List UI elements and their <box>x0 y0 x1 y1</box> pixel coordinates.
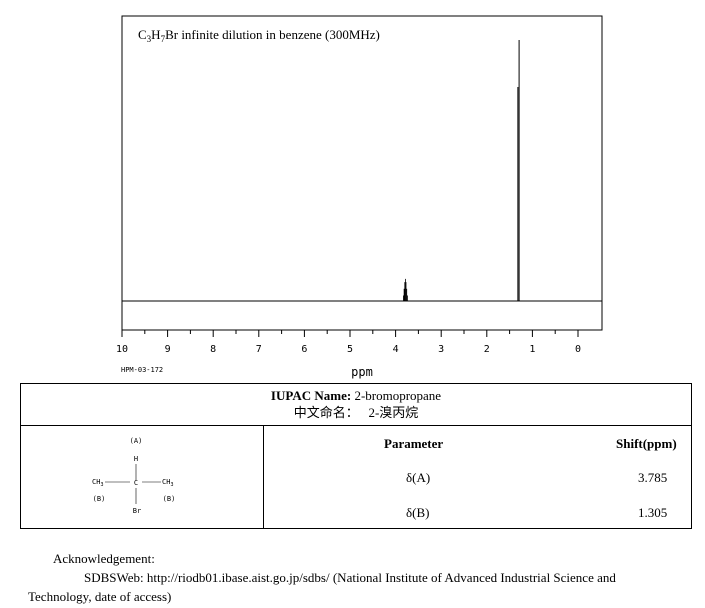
shift-row-b: 1.305 <box>638 505 668 520</box>
x-axis-tick-labels: 10 9 8 7 6 5 4 3 2 1 0 <box>116 344 581 355</box>
iupac-name: 2-bromopropane <box>354 388 442 403</box>
shift-header: Shift(ppm) <box>616 436 677 451</box>
ack-heading: Acknowledgement: <box>53 551 155 566</box>
x-tick-label: 5 <box>347 344 353 355</box>
x-tick-label: 2 <box>484 344 490 355</box>
compound-info-table: IUPAC Name: 2-bromopropane 中文命名： 2-溴丙烷 (… <box>20 383 692 529</box>
acknowledgement: Acknowledgement: SDBSWeb: http://riodb01… <box>28 549 698 606</box>
param-row-b: δ(B) <box>406 505 430 520</box>
structure-h: H <box>134 455 138 463</box>
plot-frame <box>121 15 603 331</box>
x-axis-ticks <box>121 330 579 337</box>
x-tick-label: 9 <box>165 344 171 355</box>
peak-a <box>403 278 408 301</box>
x-axis-label: ppm <box>351 365 373 379</box>
param-header: Parameter <box>384 436 444 451</box>
structure-label-b-right: (B) <box>163 495 176 503</box>
x-tick-label: 3 <box>438 344 444 355</box>
shift-row-a: 3.785 <box>638 470 668 485</box>
nmr-spectrum-chart: C3H7Br infinite dilution in benzene (300… <box>116 15 603 379</box>
x-tick-label: 10 <box>116 344 128 355</box>
cn-label: 中文命名： <box>293 405 359 420</box>
ack-line2: Technology, date of access) <box>28 589 172 604</box>
structure-c: C <box>134 479 138 487</box>
x-tick-label: 6 <box>301 344 307 355</box>
x-tick-label: 8 <box>210 344 216 355</box>
chart-title: C3H7Br infinite dilution in benzene (300… <box>138 27 380 44</box>
compound-name-cell: IUPAC Name: 2-bromopropane 中文命名： 2-溴丙烷 <box>21 384 691 426</box>
x-tick-label: 0 <box>575 344 581 355</box>
spectrum-code: HPM-03-172 <box>121 366 164 374</box>
ack-line1: SDBSWeb: http://riodb01.ibase.aist.go.jp… <box>84 570 616 585</box>
param-row-a: δ(A) <box>406 470 431 485</box>
x-tick-label: 4 <box>393 344 399 355</box>
shift-table: Parameter Shift(ppm) δ(A) 3.785 δ(B) 1.3… <box>264 426 691 528</box>
peaks-group <box>403 40 520 301</box>
structure-ch3-right: CH3 <box>162 478 173 488</box>
x-tick-label: 1 <box>529 344 535 355</box>
iupac-label: IUPAC Name: <box>270 388 352 403</box>
cn-name: 2-溴丙烷 <box>368 405 419 420</box>
structure-br: Br <box>133 507 141 515</box>
structure-label-a: (A) <box>130 437 143 445</box>
x-tick-label: 7 <box>256 344 262 355</box>
structure-ch3-left: CH3 <box>92 478 103 488</box>
structure-cell: (A) H CH3 C CH3 (B) (B) Br <box>21 426 264 528</box>
structure-label-b-left: (B) <box>93 495 106 503</box>
structure-diagram: (A) H CH3 C CH3 (B) (B) Br <box>92 437 176 515</box>
peak-b <box>517 40 520 301</box>
